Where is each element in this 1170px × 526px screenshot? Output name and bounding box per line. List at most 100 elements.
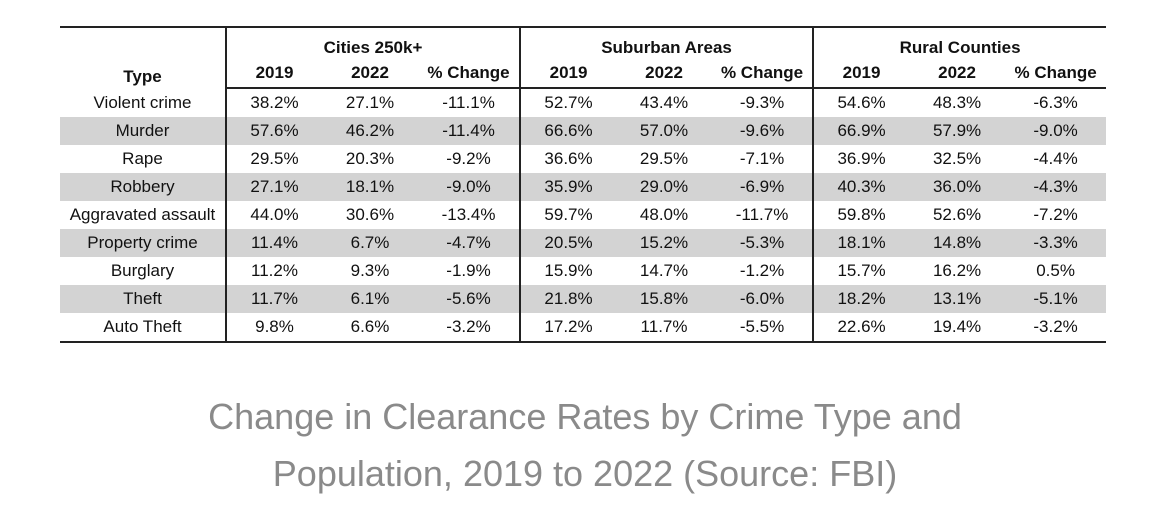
- value-cell: -5.3%: [712, 229, 814, 257]
- value-cell: 6.7%: [322, 229, 418, 257]
- value-cell: 36.6%: [519, 145, 617, 173]
- table-row: Violent crime 38.2% 27.1% -11.1% 52.7% 43.4% -…: [60, 88, 1106, 117]
- table-row: Theft 11.7% 6.1% -5.6% 21.8% 15.8% -6.0% 18.2% 1…: [60, 285, 1107, 313]
- value-cell: 32.5%: [932, 149, 982, 168]
- sub-header-2019: 2019: [812, 59, 910, 89]
- value-cell: 15.7%: [812, 257, 910, 285]
- table-body: Violent crime 38.2% 27.1% -11.1% 52.7% 43.4% -…: [60, 88, 1107, 342]
- value-cell: -7.2%: [1033, 205, 1078, 224]
- sub-header-2019: 2019: [225, 59, 322, 89]
- value-cell: -3.2%: [1033, 317, 1078, 336]
- crime-type-cell: Theft: [60, 285, 226, 313]
- value-cell: 35.9%: [519, 173, 617, 201]
- sub-header-2022: 2022: [616, 59, 713, 89]
- crime-type-cell: Rape: [122, 149, 163, 168]
- value-cell: 11.2%: [225, 257, 322, 285]
- value-cell: 17.2%: [519, 313, 617, 342]
- value-cell: -5.5%: [739, 317, 785, 336]
- value-cell: 13.1%: [909, 285, 1006, 313]
- value-cell: -13.4%: [441, 205, 496, 224]
- value-cell: 19.4%: [932, 317, 982, 336]
- value-cell: 59.8%: [812, 201, 910, 229]
- clearance-rates-table: Type Cities 250k+ Suburban Areas Rural C…: [60, 26, 1107, 343]
- value-cell: -4.3%: [1005, 173, 1107, 201]
- type-column-header: Type: [123, 67, 162, 86]
- value-cell: 20.5%: [519, 229, 617, 257]
- value-cell: -7.1%: [739, 149, 785, 168]
- sub-header-2019: 2019: [519, 59, 617, 89]
- value-cell: -1.9%: [446, 261, 491, 280]
- value-cell: 9.8%: [225, 313, 322, 342]
- value-cell: -5.1%: [1005, 285, 1107, 313]
- value-cell: 14.8%: [909, 229, 1006, 257]
- value-cell: -4.4%: [1033, 149, 1078, 168]
- sub-header-2022: 2022: [909, 59, 1006, 89]
- value-cell: -3.3%: [1005, 229, 1107, 257]
- sub-header-change: % Change: [712, 59, 814, 89]
- value-cell: -1.2%: [739, 261, 785, 280]
- value-cell: 27.1%: [345, 93, 395, 112]
- value-cell: 15.9%: [519, 257, 617, 285]
- value-cell: 48.3%: [932, 93, 982, 112]
- value-cell: -6.9%: [712, 173, 814, 201]
- value-cell: -9.3%: [739, 93, 785, 112]
- value-cell: -11.4%: [418, 117, 521, 145]
- value-cell: 57.9%: [909, 117, 1006, 145]
- group-header-rural: Rural Counties: [812, 27, 1107, 59]
- value-cell: 43.4%: [639, 93, 689, 112]
- value-cell: 30.6%: [345, 205, 395, 224]
- value-cell: 57.6%: [225, 117, 322, 145]
- value-cell: 59.7%: [519, 201, 617, 229]
- crime-type-cell: Robbery: [60, 173, 226, 201]
- value-cell: -11.7%: [735, 205, 789, 224]
- value-cell: 15.8%: [616, 285, 713, 313]
- value-cell: 52.6%: [932, 205, 982, 224]
- value-cell: 6.6%: [350, 317, 390, 336]
- value-cell: 11.7%: [640, 317, 688, 336]
- sub-header-change: % Change: [418, 59, 521, 89]
- sub-header-2022: 2022: [322, 59, 418, 89]
- value-cell: 18.1%: [322, 173, 418, 201]
- value-cell: 11.4%: [225, 229, 322, 257]
- figure-caption: Change in Clearance Rates by Crime Type …: [0, 388, 1170, 502]
- value-cell: 36.0%: [909, 173, 1006, 201]
- table-row: Murder 57.6% 46.2% -11.4% 66.6% 57.0% -9.6% 66.…: [60, 117, 1107, 145]
- value-cell: 29.5%: [225, 145, 322, 173]
- caption-line-1: Change in Clearance Rates by Crime Type …: [208, 396, 962, 437]
- value-cell: -6.0%: [712, 285, 814, 313]
- value-cell: -9.2%: [446, 149, 491, 168]
- table-row: Robbery 27.1% 18.1% -9.0% 35.9% 29.0% -6.9% 40.…: [60, 173, 1107, 201]
- value-cell: -11.1%: [442, 93, 495, 112]
- value-cell: -9.0%: [1005, 117, 1107, 145]
- value-cell: 57.0%: [616, 117, 713, 145]
- crime-type-cell: Violent crime: [93, 92, 192, 112]
- value-cell: 9.3%: [350, 261, 390, 280]
- value-cell: -6.3%: [1033, 93, 1078, 112]
- table-row: Auto Theft 9.8% 6.6% -3.2% 17.2% 11.7% -5.5% 22…: [60, 313, 1106, 342]
- crime-type-cell: Aggravated assault: [69, 205, 216, 224]
- crime-type-cell: Burglary: [110, 261, 175, 280]
- value-cell: -3.2%: [446, 317, 491, 336]
- group-header-cities: Cities 250k+: [224, 27, 521, 59]
- value-cell: 6.1%: [322, 285, 418, 313]
- value-cell: 66.9%: [812, 117, 910, 145]
- value-cell: 18.2%: [812, 285, 910, 313]
- value-cell: 18.1%: [812, 229, 910, 257]
- value-cell: 11.7%: [225, 285, 322, 313]
- value-cell: -5.6%: [418, 285, 521, 313]
- crime-type-cell: Auto Theft: [103, 317, 182, 336]
- value-cell: 66.6%: [519, 117, 617, 145]
- value-cell: 40.3%: [812, 173, 910, 201]
- value-cell: 48.0%: [639, 205, 689, 224]
- value-cell: 14.7%: [639, 261, 689, 280]
- caption-line-2: Population, 2019 to 2022 (Source: FBI): [272, 453, 898, 494]
- value-cell: 29.5%: [639, 149, 689, 168]
- table-row: Burglary 11.2% 9.3% -1.9% 15.9% 14.7% -1.2% 15.…: [60, 257, 1106, 285]
- table-row: Rape 29.5% 20.3% -9.2% 36.6% 29.5% -7.1% 36.9% 3…: [60, 145, 1106, 173]
- table-row: Property crime 11.4% 6.7% -4.7% 20.5% 15.2% -5…: [60, 229, 1107, 257]
- sub-header-change: % Change: [1005, 59, 1107, 89]
- crime-type-cell: Property crime: [60, 229, 226, 257]
- value-cell: 27.1%: [225, 173, 322, 201]
- value-cell: 0.5%: [1036, 261, 1075, 280]
- group-header-suburban: Suburban Areas: [519, 27, 814, 59]
